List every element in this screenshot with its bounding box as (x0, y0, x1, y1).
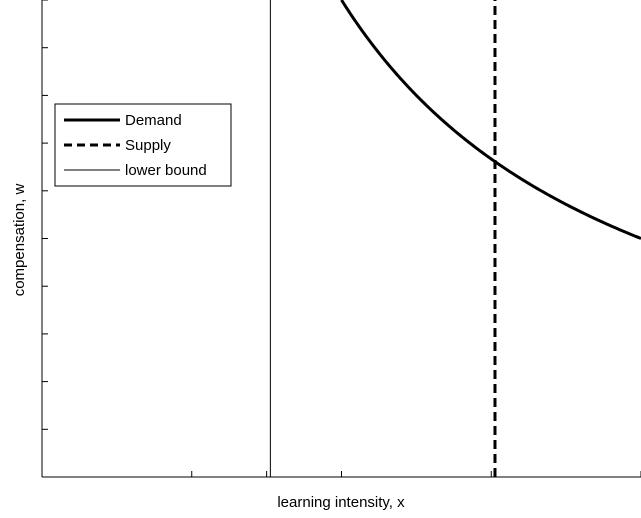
legend-label-supply: Supply (125, 137, 171, 154)
y-axis-label: compensation, w (11, 184, 28, 297)
legend-box (54, 103, 232, 187)
legend-label-demand: Demand (125, 112, 182, 129)
legend-label-lower-bound: lower bound (125, 162, 207, 179)
plot-area (41, 0, 641, 478)
series-demand-line (340, 0, 641, 240)
axis-ticks (41, 0, 641, 478)
x-axis-label: learning intensity, x (277, 494, 405, 511)
series-layer (269, 0, 641, 477)
legend: Demand Supply lower bound (54, 103, 232, 187)
